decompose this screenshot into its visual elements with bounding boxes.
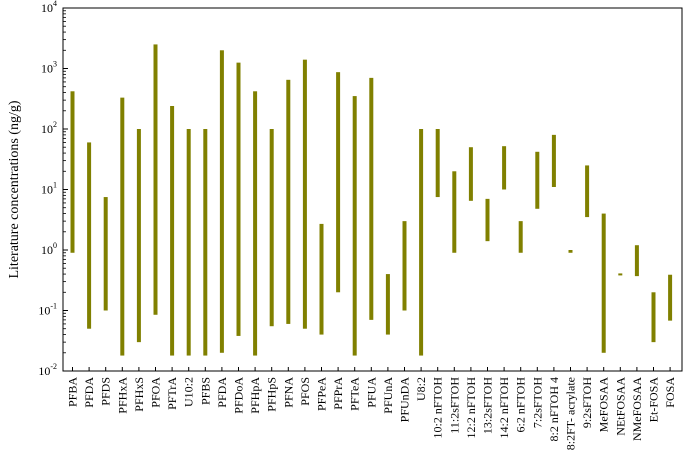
x-tick-label: U8:2 xyxy=(414,377,428,401)
x-tick-label: 14:2 nFTOH xyxy=(497,377,511,439)
x-tick-label: PFUnA xyxy=(381,377,395,414)
x-tick-label: PFUA xyxy=(364,377,378,408)
x-tick-label: 8:2 nFTOH 4 xyxy=(547,377,561,441)
range-bar xyxy=(352,96,357,356)
x-tick-label: PFOA xyxy=(149,377,163,408)
x-tick-label: 8:2FT- acrylate xyxy=(564,377,578,450)
range-bar xyxy=(551,134,556,187)
x-tick-label: PFNA xyxy=(281,377,295,408)
range-bar xyxy=(170,105,175,356)
range-bar xyxy=(153,44,158,315)
y-tick-label: 101 xyxy=(41,181,57,197)
x-tick-label: 7:2sFTOH xyxy=(530,377,544,428)
range-bar xyxy=(518,221,523,253)
y-axis-title: Literature concentrations (ng/g) xyxy=(7,100,22,278)
range-bar xyxy=(568,250,573,253)
range-bar xyxy=(601,213,606,353)
range-bar xyxy=(468,147,473,201)
x-tick-label: 12:2 nFTOH xyxy=(464,377,478,439)
x-tick-label: PFHxS xyxy=(132,377,146,412)
x-tick-label: NEtFOSAA xyxy=(613,377,627,436)
x-tick-label: PFHpA xyxy=(248,377,262,414)
range-bar xyxy=(535,151,540,209)
range-bar xyxy=(219,50,224,353)
range-bar xyxy=(435,129,440,198)
range-bar xyxy=(253,91,258,356)
x-tick-label: PFUnDA xyxy=(398,377,412,423)
range-bar xyxy=(136,129,141,343)
x-tick-label: 10:2 nFTOH xyxy=(431,377,445,439)
x-tick-label: FOSA xyxy=(663,377,677,408)
x-tick-label: NMeFOSAA xyxy=(630,377,644,441)
range-bar xyxy=(236,62,241,336)
x-tick-label: 11:2sFTOH xyxy=(447,377,461,434)
x-tick-label: PFOS xyxy=(298,377,312,406)
x-tick-label: 6:2 nFTOH xyxy=(514,377,528,433)
x-tick-label: PFBS xyxy=(198,377,212,405)
x-tick-label: PFDA xyxy=(215,377,229,408)
y-tick-label: 10-2 xyxy=(38,362,57,378)
range-bar xyxy=(385,274,390,335)
y-tick-label: 100 xyxy=(41,241,57,257)
bars-group xyxy=(70,44,673,356)
x-tick-label: PFHxA xyxy=(115,377,129,414)
y-tick-label: 102 xyxy=(41,120,57,136)
range-bar xyxy=(452,171,457,253)
x-tick-label: U10:2 xyxy=(182,377,196,407)
range-bar xyxy=(402,221,407,311)
range-bar xyxy=(634,245,639,277)
range-bar xyxy=(618,273,623,276)
range-bar xyxy=(668,274,673,321)
range-bar xyxy=(502,146,507,190)
x-tick-label: PFTeA xyxy=(348,377,362,411)
x-tick-label: Et-FOSA xyxy=(647,377,661,423)
x-axis: PFBA PFDA PFDS PFHxA PFHxS PFOA PFTrA U10:2 PFBS… xyxy=(66,367,677,450)
x-tick-label: PFTrA xyxy=(165,377,179,410)
range-bar xyxy=(87,142,92,329)
y-axis: 10-2 10-1 100 101 102 103 104 xyxy=(38,0,68,378)
range-bar xyxy=(369,77,374,320)
range-bar xyxy=(419,129,424,356)
x-tick-label: PFBA xyxy=(66,377,80,407)
y-tick-label: 103 xyxy=(41,60,57,76)
range-bar xyxy=(302,59,307,329)
x-tick-label: PFPeA xyxy=(315,377,329,411)
x-tick-label: PFDS xyxy=(99,377,113,406)
range-bar xyxy=(336,72,341,293)
x-tick-label: 9:2sFTOH xyxy=(580,377,594,428)
y-tick-label: 10-1 xyxy=(38,302,57,318)
range-bar xyxy=(269,129,274,327)
x-tick-label: PFDA xyxy=(82,377,96,408)
range-bar xyxy=(70,91,75,253)
x-tick-label: 13:2sFTOH xyxy=(481,377,495,434)
x-tick-label: PFDoA xyxy=(232,377,246,414)
range-bar xyxy=(319,223,324,335)
x-tick-label: PFPrA xyxy=(331,377,345,410)
y-tick-label: 104 xyxy=(41,0,57,15)
range-bar xyxy=(651,292,656,343)
range-bar xyxy=(286,79,291,324)
x-tick-label: PFHpS xyxy=(265,377,279,412)
x-tick-label: MeFOSAA xyxy=(597,377,611,433)
range-bar xyxy=(186,129,191,356)
range-bar xyxy=(203,129,208,356)
range-bar xyxy=(485,198,490,242)
range-bar xyxy=(585,165,590,218)
range-bar xyxy=(103,197,108,311)
range-bar xyxy=(120,97,125,356)
